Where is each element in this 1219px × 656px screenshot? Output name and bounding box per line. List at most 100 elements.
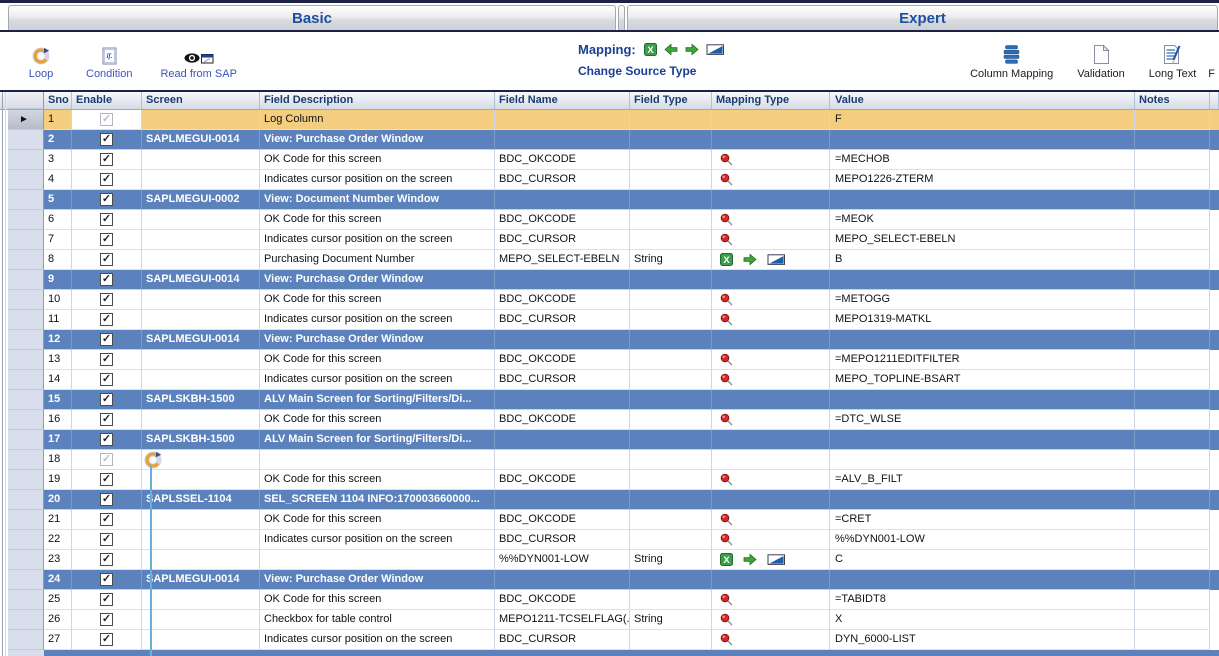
notes-cell[interactable] xyxy=(1135,610,1210,630)
value-cell[interactable]: MEPO1226-ZTERM xyxy=(830,170,1135,190)
toolbar-button-loop[interactable]: Loop xyxy=(24,41,58,80)
table-row[interactable]: 12✓SAPLMEGUI-0014View: Purchase Order Wi… xyxy=(0,330,1219,350)
enable-checkbox[interactable]: ✓ xyxy=(100,253,113,266)
enable-checkbox[interactable]: ✓ xyxy=(100,393,113,406)
row-selector[interactable] xyxy=(8,330,44,350)
column-header-field-description[interactable]: Field Description xyxy=(260,92,495,109)
notes-cell[interactable] xyxy=(1135,330,1210,350)
row-selector[interactable] xyxy=(8,270,44,290)
table-row[interactable]: 2✓SAPLMEGUI-0014View: Purchase Order Win… xyxy=(0,130,1219,150)
mapping-type-cell[interactable] xyxy=(712,270,830,290)
column-header-field-name[interactable]: Field Name xyxy=(495,92,630,109)
notes-cell[interactable] xyxy=(1135,310,1210,330)
mapping-type-cell[interactable] xyxy=(712,210,830,230)
row-selector[interactable] xyxy=(8,430,44,450)
notes-cell[interactable] xyxy=(1135,170,1210,190)
notes-cell[interactable] xyxy=(1135,410,1210,430)
value-cell[interactable]: =MEOK xyxy=(830,210,1135,230)
notes-cell[interactable] xyxy=(1135,550,1210,570)
notes-cell[interactable] xyxy=(1135,630,1210,650)
enable-checkbox[interactable]: ✓ xyxy=(100,473,113,486)
table-row[interactable]: 21✓OK Code for this screenBDC_OKCODE=CRE… xyxy=(0,510,1219,530)
value-cell[interactable]: F xyxy=(830,110,1135,130)
mapping-type-cell[interactable]: X xyxy=(712,550,830,570)
table-row[interactable]: 15✓SAPLSKBH-1500ALV Main Screen for Sort… xyxy=(0,390,1219,410)
enable-checkbox[interactable]: ✓ xyxy=(100,533,113,546)
value-cell[interactable] xyxy=(830,330,1135,350)
table-row[interactable]: 26✓Checkbox for table controlMEPO1211-TC… xyxy=(0,610,1219,630)
value-cell[interactable] xyxy=(830,390,1135,410)
table-row[interactable]: 23✓%%DYN001-LOWStringXC xyxy=(0,550,1219,570)
tab-basic[interactable]: Basic xyxy=(8,5,616,30)
mapping-type-cell[interactable] xyxy=(712,490,830,510)
table-row[interactable]: 3✓OK Code for this screenBDC_OKCODE=MECH… xyxy=(0,150,1219,170)
enable-checkbox[interactable]: ✓ xyxy=(100,433,113,446)
mapping-type-cell[interactable] xyxy=(712,510,830,530)
enable-checkbox[interactable]: ✓ xyxy=(100,613,113,626)
mapping-type-cell[interactable] xyxy=(712,410,830,430)
table-row[interactable]: 4✓Indicates cursor position on the scree… xyxy=(0,170,1219,190)
notes-cell[interactable] xyxy=(1135,350,1210,370)
table-row[interactable]: 9✓SAPLMEGUI-0014View: Purchase Order Win… xyxy=(0,270,1219,290)
table-row[interactable]: 20✓SAPLSSEL-1104SEL_SCREEN 1104 INFO:170… xyxy=(0,490,1219,510)
value-cell[interactable]: =TABIDT8 xyxy=(830,590,1135,610)
row-selector[interactable] xyxy=(8,290,44,310)
toolbar-button-condition[interactable]: if.Condition xyxy=(86,41,132,80)
row-selector[interactable] xyxy=(8,150,44,170)
row-selector[interactable] xyxy=(8,610,44,630)
toolbar-button-f[interactable]: F xyxy=(1208,68,1215,80)
value-cell[interactable]: B xyxy=(830,250,1135,270)
value-cell[interactable]: =ALV_B_FILT xyxy=(830,470,1135,490)
table-row[interactable]: 11✓Indicates cursor position on the scre… xyxy=(0,310,1219,330)
table-row[interactable]: 25✓OK Code for this screenBDC_OKCODE=TAB… xyxy=(0,590,1219,610)
notes-cell[interactable] xyxy=(1135,190,1210,210)
enable-checkbox[interactable]: ✓ xyxy=(100,373,113,386)
value-cell[interactable] xyxy=(830,270,1135,290)
enable-checkbox[interactable]: ✓ xyxy=(100,513,113,526)
value-cell[interactable]: C xyxy=(830,550,1135,570)
enable-checkbox[interactable]: ✓ xyxy=(100,493,113,506)
table-row[interactable]: 14✓Indicates cursor position on the scre… xyxy=(0,370,1219,390)
enable-checkbox[interactable]: ✓ xyxy=(100,353,113,366)
value-cell[interactable]: =MECHOB xyxy=(830,150,1135,170)
table-row[interactable]: 8✓Purchasing Document NumberMEPO_SELECT-… xyxy=(0,250,1219,270)
notes-cell[interactable] xyxy=(1135,390,1210,410)
row-selector[interactable] xyxy=(8,350,44,370)
notes-cell[interactable] xyxy=(1135,530,1210,550)
row-selector[interactable] xyxy=(8,130,44,150)
notes-cell[interactable] xyxy=(1135,130,1210,150)
enable-checkbox[interactable]: ✓ xyxy=(100,213,113,226)
notes-cell[interactable] xyxy=(1135,470,1210,490)
notes-cell[interactable] xyxy=(1135,590,1210,610)
row-selector[interactable] xyxy=(8,230,44,250)
value-cell[interactable] xyxy=(830,450,1135,470)
enable-checkbox[interactable]: ✓ xyxy=(100,633,113,646)
column-header-notes[interactable]: Notes xyxy=(1135,92,1210,109)
mapping-type-cell[interactable] xyxy=(712,130,830,150)
table-row[interactable]: ►1✓Log ColumnF xyxy=(0,110,1219,130)
enable-checkbox[interactable]: ✓ xyxy=(100,233,113,246)
value-cell[interactable]: =METOGG xyxy=(830,290,1135,310)
mapping-type-cell[interactable]: X xyxy=(712,250,830,270)
toolbar-button-validation[interactable]: Validation xyxy=(1077,41,1125,80)
enable-checkbox[interactable]: ✓ xyxy=(100,593,113,606)
mapping-type-cell[interactable] xyxy=(712,290,830,310)
enable-checkbox[interactable]: ✓ xyxy=(100,193,113,206)
row-selector[interactable] xyxy=(8,570,44,590)
notes-cell[interactable] xyxy=(1135,110,1210,130)
enable-checkbox[interactable]: ✓ xyxy=(100,333,113,346)
toolbar-button-read-from-sap[interactable]: Read from SAP xyxy=(160,41,236,80)
row-selector[interactable] xyxy=(8,510,44,530)
mapping-type-cell[interactable] xyxy=(712,530,830,550)
value-cell[interactable]: MEPO_SELECT-EBELN xyxy=(830,230,1135,250)
row-selector[interactable] xyxy=(8,190,44,210)
table-row[interactable]: 18✓ xyxy=(0,450,1219,470)
mapping-type-cell[interactable] xyxy=(712,170,830,190)
notes-cell[interactable] xyxy=(1135,370,1210,390)
table-row[interactable]: 10✓OK Code for this screenBDC_OKCODE=MET… xyxy=(0,290,1219,310)
mapping-type-cell[interactable] xyxy=(712,430,830,450)
mapping-type-cell[interactable] xyxy=(712,230,830,250)
mapping-type-cell[interactable] xyxy=(712,310,830,330)
row-selector[interactable] xyxy=(8,250,44,270)
notes-cell[interactable] xyxy=(1135,450,1210,470)
